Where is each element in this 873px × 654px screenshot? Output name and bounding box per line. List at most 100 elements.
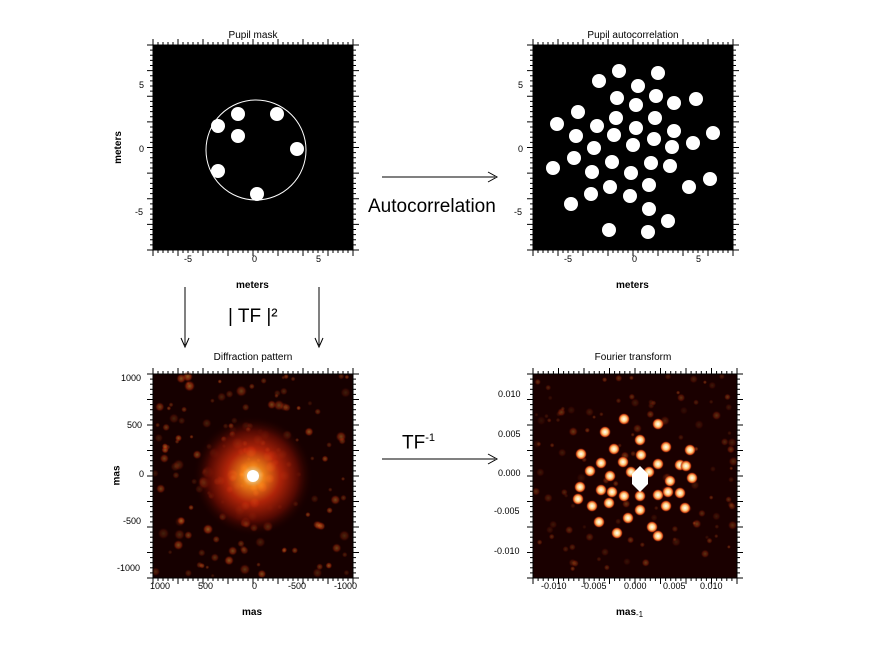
p3-ytick-3: 0 bbox=[139, 469, 145, 479]
speckle bbox=[729, 466, 734, 471]
autocorrelation-spot bbox=[546, 161, 560, 175]
speckle bbox=[708, 495, 714, 500]
autocorrelation-spot bbox=[661, 214, 675, 228]
pupil-mask-ticks bbox=[147, 39, 359, 256]
speckle bbox=[534, 412, 539, 417]
speckle bbox=[176, 373, 187, 384]
speckle bbox=[714, 533, 719, 539]
p4-ytick-3: 0.000 bbox=[498, 468, 521, 478]
speckle bbox=[653, 505, 659, 511]
speckle bbox=[570, 502, 576, 509]
speckle bbox=[216, 392, 227, 402]
autocorrelation-spot bbox=[584, 187, 598, 201]
speckle bbox=[197, 548, 206, 557]
autocorrelation-spot bbox=[612, 64, 626, 78]
pupil-autocorrelation-panel bbox=[527, 39, 739, 256]
speckle bbox=[205, 565, 210, 570]
fourier-spot bbox=[660, 500, 672, 512]
p1-ytick-3: -5 bbox=[135, 207, 144, 217]
speckle bbox=[630, 398, 640, 408]
speckle bbox=[201, 418, 212, 429]
autocorrelation-label: Autocorrelation bbox=[368, 196, 496, 217]
speckle bbox=[692, 521, 697, 526]
fourier-spot bbox=[575, 448, 587, 460]
pupil-mask-plot-area bbox=[153, 45, 353, 250]
speckle bbox=[326, 441, 333, 448]
fourier-transform-panel bbox=[527, 368, 743, 584]
p3-xlabel: mas bbox=[242, 607, 263, 618]
autocorrelation-spot bbox=[651, 66, 665, 80]
speckle bbox=[313, 520, 324, 531]
autocorrelation-spot bbox=[607, 128, 621, 142]
speckle bbox=[168, 402, 174, 408]
p1-xtick-1: -5 bbox=[184, 254, 193, 264]
speckle bbox=[727, 437, 737, 448]
pupil-autocorrelation-ticks bbox=[527, 39, 739, 256]
autocorrelation-spot bbox=[641, 225, 655, 239]
tf2-right-arrow-head bbox=[314, 337, 324, 349]
speckle bbox=[622, 557, 631, 566]
p3-xtick-2: 500 bbox=[198, 581, 214, 591]
speckle bbox=[612, 480, 619, 487]
speckle bbox=[202, 523, 214, 535]
speckle bbox=[210, 553, 220, 562]
speckle bbox=[728, 476, 735, 483]
tf-inverse-arrow-head bbox=[487, 453, 499, 465]
autocorrelation-spot bbox=[689, 92, 703, 106]
speckle bbox=[585, 532, 595, 542]
autocorrelation-spot bbox=[686, 136, 700, 150]
speckle bbox=[546, 417, 552, 423]
fourier-spot bbox=[584, 465, 596, 477]
speckle bbox=[335, 431, 347, 443]
speckle bbox=[189, 434, 194, 439]
autocorrelation-spot bbox=[667, 96, 681, 110]
speckle bbox=[184, 530, 193, 540]
speckle bbox=[305, 511, 311, 518]
fourier-center-spot bbox=[632, 466, 648, 492]
p2-ytick-3: -5 bbox=[514, 207, 523, 217]
p1-xtick-3: 5 bbox=[316, 254, 322, 264]
p4-xtick-4: 0.005 bbox=[663, 581, 686, 591]
speckle bbox=[549, 442, 555, 448]
speckle bbox=[161, 442, 169, 450]
autocorrelation-spot bbox=[631, 79, 645, 93]
speckle bbox=[162, 423, 171, 432]
fourier-spot bbox=[652, 458, 664, 470]
p4-xlabel-base: mas bbox=[616, 607, 637, 618]
speckle bbox=[698, 509, 706, 518]
fourier-spot bbox=[574, 481, 586, 493]
speckle bbox=[557, 448, 567, 458]
speckle bbox=[568, 543, 576, 551]
speckle bbox=[569, 565, 576, 572]
speckle bbox=[321, 455, 329, 463]
autocorrelation-spot bbox=[603, 180, 617, 194]
tf-inverse-sup: -1 bbox=[425, 432, 435, 444]
fourier-spot bbox=[679, 502, 691, 514]
speckle bbox=[584, 407, 595, 417]
p3-xtick-1: 1000 bbox=[150, 581, 171, 591]
speckle bbox=[225, 390, 234, 399]
p2-xtick-1: -5 bbox=[564, 254, 573, 264]
diffraction-pattern-title: Diffraction pattern bbox=[213, 352, 293, 363]
speckle bbox=[693, 399, 700, 406]
speckle bbox=[340, 387, 351, 398]
speckle bbox=[555, 417, 561, 423]
speckle bbox=[614, 374, 623, 383]
speckle bbox=[718, 373, 726, 380]
fourier-spot bbox=[593, 516, 605, 528]
speckle bbox=[672, 536, 677, 542]
diffraction-core bbox=[247, 470, 259, 482]
fourier-spot bbox=[660, 441, 672, 453]
speckle bbox=[291, 546, 299, 554]
speckle bbox=[224, 555, 235, 566]
speckle bbox=[536, 415, 547, 426]
p4-xtick-3: 0.000 bbox=[624, 581, 647, 591]
speckle bbox=[257, 569, 267, 579]
p1-xlabel: meters bbox=[236, 280, 269, 291]
speckle bbox=[157, 527, 170, 540]
speckle bbox=[702, 380, 708, 385]
speckle bbox=[536, 539, 543, 546]
autocorrelation-spot bbox=[626, 138, 640, 152]
fourier-spot bbox=[595, 484, 607, 496]
